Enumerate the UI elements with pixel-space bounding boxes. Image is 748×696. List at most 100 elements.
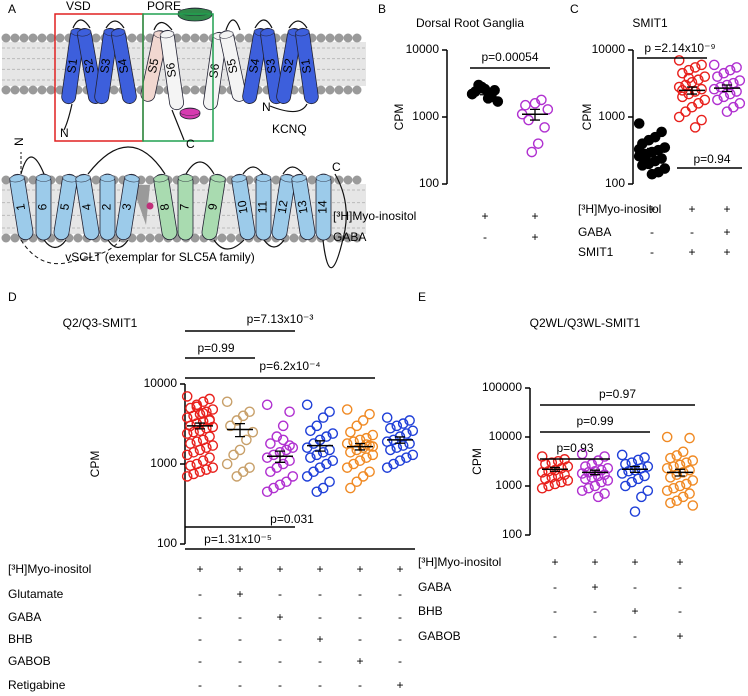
helix-label: 4	[79, 202, 94, 211]
data-point	[401, 452, 412, 463]
data-point	[207, 462, 219, 473]
helix-cap	[75, 174, 91, 183]
data-point	[466, 88, 478, 100]
data-point	[677, 91, 688, 103]
condition-sign: +	[481, 209, 488, 223]
helix-label: 6	[36, 203, 50, 210]
y-tick-label: 100	[605, 176, 625, 190]
p-value: p=0.031	[270, 512, 314, 526]
data-point	[633, 118, 645, 129]
sglt-helix: 3	[115, 173, 140, 241]
helix-cap	[153, 174, 169, 183]
helix-body	[140, 30, 168, 102]
data-point	[539, 122, 550, 133]
sem-bar	[590, 469, 600, 476]
condition-sign: +	[356, 654, 363, 668]
data-point	[687, 500, 699, 511]
condition-sign: -	[198, 610, 202, 624]
condition-label: GABA	[333, 230, 366, 244]
data-point	[687, 475, 699, 486]
condition-sign: -	[198, 654, 202, 668]
data-point	[241, 434, 252, 446]
data-point	[341, 462, 353, 473]
sem-bar	[315, 440, 325, 452]
helix-body	[295, 27, 319, 105]
helix-label: 12	[275, 199, 291, 215]
p-value: p=0.99	[576, 414, 613, 428]
vsd-helix: S4	[110, 28, 137, 104]
lipid-head	[136, 233, 146, 243]
condition-sign: -	[553, 580, 557, 594]
data-point	[616, 449, 628, 461]
lipid-head	[199, 175, 209, 185]
helix-label: S4	[115, 57, 131, 74]
data-point	[673, 81, 685, 93]
data-point	[683, 64, 695, 76]
condition-sign: -	[238, 654, 242, 668]
lipid-head	[91, 175, 101, 185]
lipid-head	[334, 85, 344, 95]
helix-body	[242, 28, 268, 104]
data-point	[407, 449, 419, 461]
data-point	[543, 480, 554, 492]
data-point	[361, 439, 372, 450]
condition-label: GABOB	[8, 654, 51, 668]
helix-label: 5	[57, 202, 72, 211]
condition-sign: -	[398, 610, 402, 624]
helix-body	[9, 173, 34, 241]
vsd-helix: S3	[260, 27, 284, 105]
data-point	[194, 466, 206, 478]
panel-letter: C	[570, 2, 579, 16]
data-point	[284, 440, 295, 451]
lipid-head	[352, 175, 362, 185]
data-point	[620, 480, 631, 492]
data-point	[592, 491, 604, 503]
data-point	[274, 479, 286, 491]
data-point	[265, 466, 276, 478]
lipid-head	[10, 85, 20, 95]
data-point	[576, 485, 588, 497]
helix-label: 8	[157, 202, 172, 211]
pore-helix: S6	[159, 29, 184, 111]
data-point	[407, 425, 419, 437]
data-point	[529, 98, 541, 109]
data-point	[540, 473, 551, 485]
condition-sign: -	[690, 225, 694, 239]
lipid-head	[235, 33, 245, 43]
data-point	[671, 495, 683, 507]
lipid-head	[244, 33, 254, 43]
data-point	[311, 486, 323, 498]
condition-sign: +	[531, 209, 538, 223]
data-point	[556, 476, 567, 488]
condition-sign: -	[318, 678, 322, 692]
lipid-head	[190, 85, 200, 95]
data-point	[642, 461, 654, 472]
data-point	[589, 480, 601, 492]
data-point	[680, 106, 691, 117]
data-point	[715, 81, 726, 93]
sem-bar	[480, 90, 490, 96]
sglt-helix: 1	[9, 173, 34, 241]
data-point	[536, 467, 548, 478]
data-point	[397, 440, 409, 451]
lipid-head	[316, 85, 326, 95]
sem-bar	[550, 466, 560, 472]
vsglt-label: vSGLT (exemplar for SLC5A family)	[65, 250, 255, 264]
data-point	[629, 506, 641, 517]
data-point	[327, 428, 339, 439]
data-point	[473, 79, 484, 91]
data-point	[640, 152, 651, 163]
data-point	[311, 449, 323, 461]
data-point	[277, 420, 289, 432]
data-point	[221, 458, 233, 470]
condition-sign: -	[650, 225, 654, 239]
data-point	[696, 59, 707, 71]
data-point	[247, 426, 259, 438]
sem-bar	[647, 147, 657, 157]
terminus: C	[186, 137, 195, 151]
lipid-head	[19, 33, 29, 43]
helix-body	[201, 173, 226, 241]
pore-helix: S6	[203, 31, 228, 111]
helix-body	[75, 173, 100, 241]
lipid-head	[136, 33, 146, 43]
